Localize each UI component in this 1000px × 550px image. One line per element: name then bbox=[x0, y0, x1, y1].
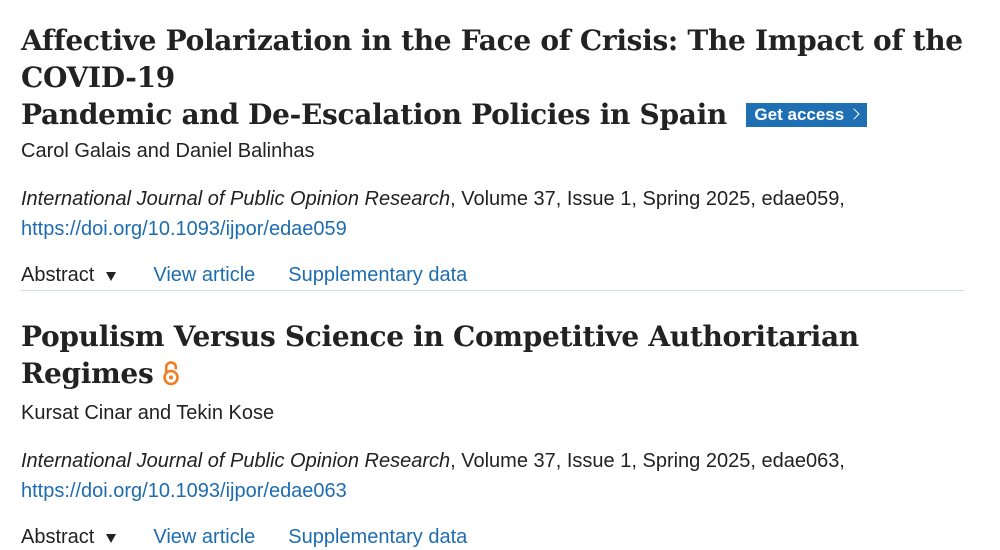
article-result-2: Populism Versus Science in Competitive A… bbox=[21, 318, 966, 550]
abstract-toggle[interactable]: Abstract bbox=[21, 524, 117, 550]
view-article-link[interactable]: View article bbox=[153, 526, 256, 548]
chevron-right-icon bbox=[848, 108, 860, 120]
article-result-1: Affective Polarization in the Face of Cr… bbox=[21, 22, 966, 288]
article-actions: Abstract View article Supplementary data bbox=[21, 262, 966, 288]
abstract-label: Abstract bbox=[21, 264, 95, 286]
article-title-line-2: Pandemic and De-Escalation Policies in S… bbox=[21, 98, 727, 131]
caret-down-icon bbox=[106, 533, 117, 543]
doi-link[interactable]: https://doi.org/10.1093/ijpor/edae059 bbox=[21, 218, 347, 240]
results-divider bbox=[21, 290, 964, 291]
abstract-label: Abstract bbox=[21, 526, 95, 548]
article-title: Populism Versus Science in Competitive A… bbox=[21, 318, 966, 395]
supplementary-data-link[interactable]: Supplementary data bbox=[288, 526, 468, 548]
article-title-link[interactable]: Populism Versus Science in Competitive A… bbox=[21, 320, 859, 390]
article-title-link[interactable]: Affective Polarization in the Face of Cr… bbox=[21, 24, 963, 131]
doi-link[interactable]: https://doi.org/10.1093/ijpor/edae063 bbox=[21, 480, 347, 502]
article-title-line-1: Affective Polarization in the Face of Cr… bbox=[21, 24, 963, 94]
article-authors: Carol Galais and Daniel Balinhas bbox=[21, 140, 315, 162]
article-actions: Abstract View article Supplementary data bbox=[21, 524, 966, 550]
abstract-toggle[interactable]: Abstract bbox=[21, 262, 117, 288]
journal-name: International Journal of Public Opinion … bbox=[21, 450, 451, 472]
citation-details: , Volume 37, Issue 1, Spring 2025, edae0… bbox=[450, 450, 845, 472]
supplementary-data-link[interactable]: Supplementary data bbox=[288, 264, 468, 286]
view-article-link[interactable]: View article bbox=[153, 264, 256, 286]
article-citation: International Journal of Public Opinion … bbox=[21, 446, 966, 506]
journal-name: International Journal of Public Opinion … bbox=[21, 188, 451, 210]
article-title: Affective Polarization in the Face of Cr… bbox=[21, 22, 966, 133]
citation-details: , Volume 37, Issue 1, Spring 2025, edae0… bbox=[450, 188, 845, 210]
open-access-lock-icon bbox=[161, 358, 181, 395]
article-authors: Kursat Cinar and Tekin Kose bbox=[21, 402, 275, 424]
get-access-label: Get access bbox=[754, 105, 845, 124]
caret-down-icon bbox=[106, 271, 117, 281]
get-access-button[interactable]: Get access bbox=[746, 103, 868, 127]
article-citation: International Journal of Public Opinion … bbox=[21, 184, 966, 244]
